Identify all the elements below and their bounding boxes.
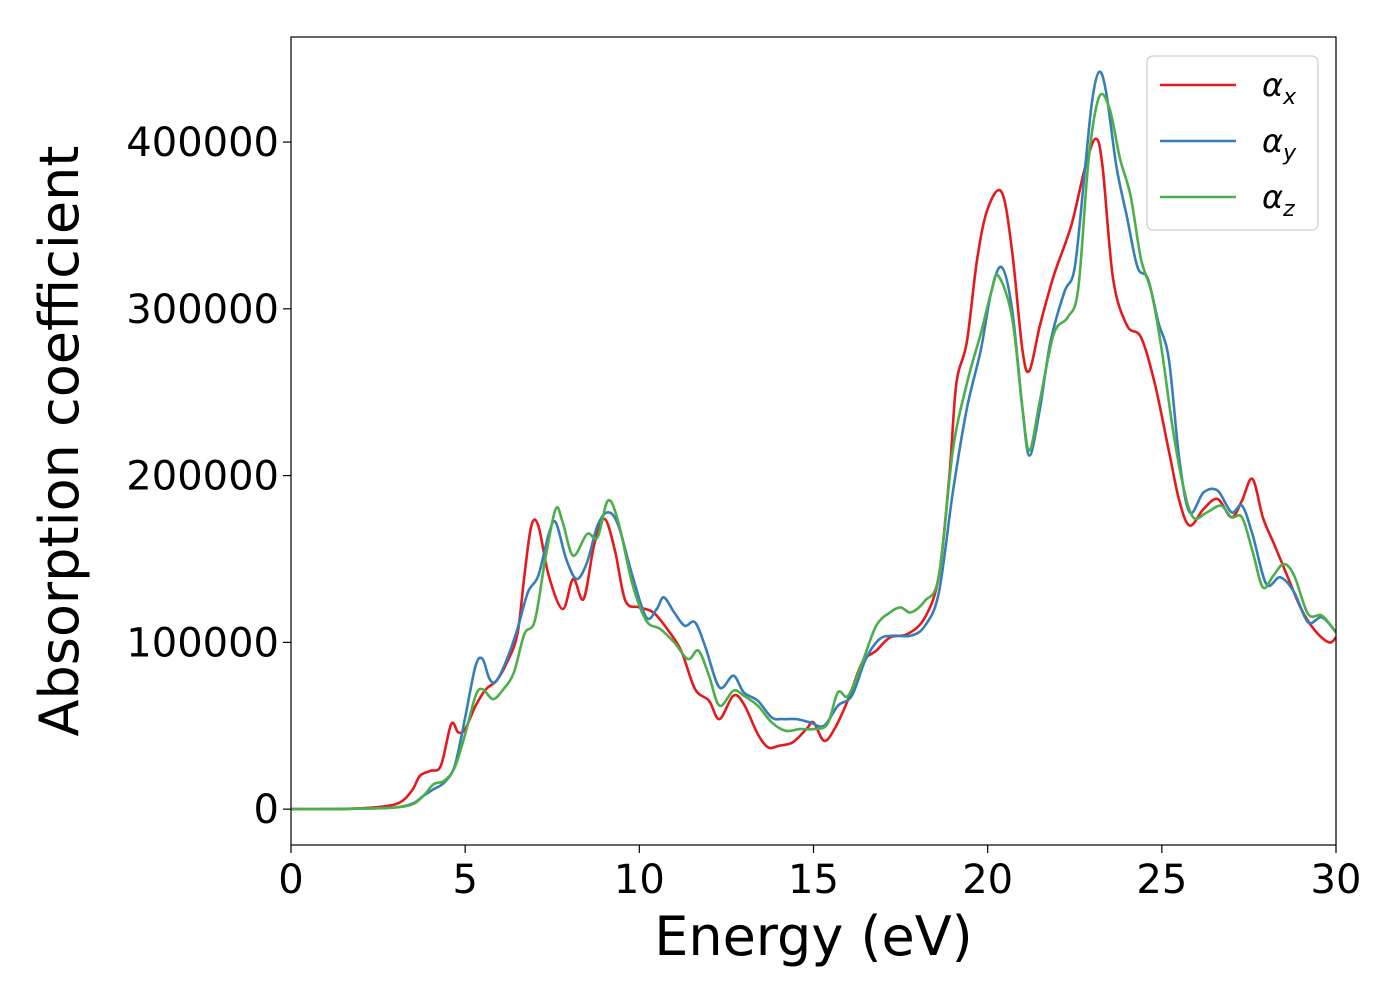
x-tick-label: 0 [278,857,303,903]
y-axis-label: Absorption coefficient [28,146,91,737]
y-tick-label: 300000 [126,287,279,333]
x-tick-label: 30 [1311,857,1362,903]
x-axis-ticks: 0 5 10 15 20 25 30 [278,845,1361,903]
series-line-z [291,92,1336,811]
legend-label-x: αx [1262,66,1297,110]
legend-box [1146,55,1319,231]
x-tick-label: 25 [1136,857,1187,903]
series-layer [291,70,1336,811]
legend-label-y: αy [1262,122,1297,166]
y-axis-ticks: 0 100000 200000 300000 400000 [126,120,291,833]
x-tick-label: 10 [614,857,665,903]
y-tick-label: 200000 [126,454,279,500]
x-tick-label: 20 [962,857,1013,903]
y-tick-label: 0 [254,787,279,833]
legend: αx αy αz [1146,55,1319,231]
x-axis-label: Energy (eV) [654,905,973,968]
y-tick-label: 400000 [126,120,279,166]
legend-label-z: αz [1262,178,1295,222]
x-tick-label: 5 [452,857,477,903]
x-tick-label: 15 [788,857,839,903]
y-tick-label: 100000 [126,620,279,666]
